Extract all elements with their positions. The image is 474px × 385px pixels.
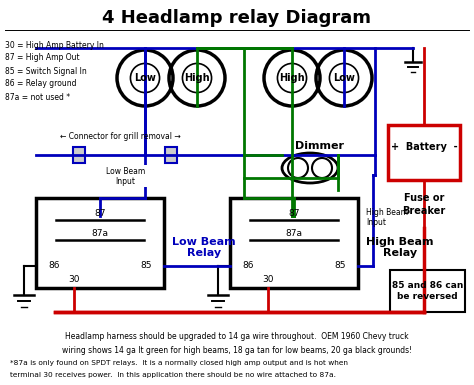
Text: High: High: [184, 73, 210, 83]
Text: High: High: [279, 73, 305, 83]
Text: 30: 30: [68, 276, 80, 285]
Text: 85 and 86 can
be reversed: 85 and 86 can be reversed: [392, 281, 463, 301]
Text: 30: 30: [262, 276, 274, 285]
Text: 4 Headlamp relay Diagram: 4 Headlamp relay Diagram: [102, 9, 372, 27]
Text: +  Battery  -: + Battery -: [391, 142, 457, 152]
Text: 86: 86: [48, 261, 60, 271]
Text: terminal 30 receives power.  In this application there should be no wire attache: terminal 30 receives power. In this appl…: [10, 372, 336, 378]
Bar: [230, 198, 358, 288]
Text: 85 = Switch Signal In: 85 = Switch Signal In: [5, 67, 87, 75]
Text: 85: 85: [334, 261, 346, 271]
Text: wiring shows 14 ga lt green for high beams, 18 ga tan for low beams, 20 ga black: wiring shows 14 ga lt green for high bea…: [62, 346, 412, 355]
Text: 87 = High Amp Out: 87 = High Amp Out: [5, 54, 80, 62]
Text: High Beam
Input: High Beam Input: [366, 208, 408, 228]
Text: 85: 85: [140, 261, 152, 271]
Text: Breaker: Breaker: [402, 206, 446, 216]
Text: 86: 86: [242, 261, 254, 271]
Text: Fuse or: Fuse or: [404, 193, 444, 203]
Text: 86 = Relay ground: 86 = Relay ground: [5, 79, 76, 89]
Text: Low Beam
Relay: Low Beam Relay: [172, 237, 236, 258]
Text: Low: Low: [333, 73, 355, 83]
Bar: [36, 198, 164, 288]
Bar: [73, 147, 85, 163]
Text: Dimmer: Dimmer: [295, 141, 345, 151]
Text: ← Connector for grill removal →: ← Connector for grill removal →: [60, 132, 181, 141]
Text: 87a = not used *: 87a = not used *: [5, 92, 70, 102]
Text: 87a: 87a: [285, 229, 302, 238]
Text: Low: Low: [134, 73, 156, 83]
Bar: [165, 147, 177, 163]
Bar: [390, 270, 465, 312]
Text: Headlamp harness should be upgraded to 14 ga wire throughout.  OEM 1960 Chevy tr: Headlamp harness should be upgraded to 1…: [65, 332, 409, 341]
Text: Low Beam
Input: Low Beam Input: [106, 167, 145, 186]
Text: 87: 87: [288, 209, 300, 219]
Text: 87: 87: [94, 209, 106, 219]
Text: High Beam
Relay: High Beam Relay: [366, 237, 434, 258]
FancyBboxPatch shape: [388, 125, 460, 180]
Text: 87a: 87a: [91, 229, 109, 238]
Text: *87a is only found on SPDT relays.  It is a normally closed high amp output and : *87a is only found on SPDT relays. It is…: [10, 360, 348, 366]
Text: 30 = High Amp Battery In: 30 = High Amp Battery In: [5, 40, 104, 50]
